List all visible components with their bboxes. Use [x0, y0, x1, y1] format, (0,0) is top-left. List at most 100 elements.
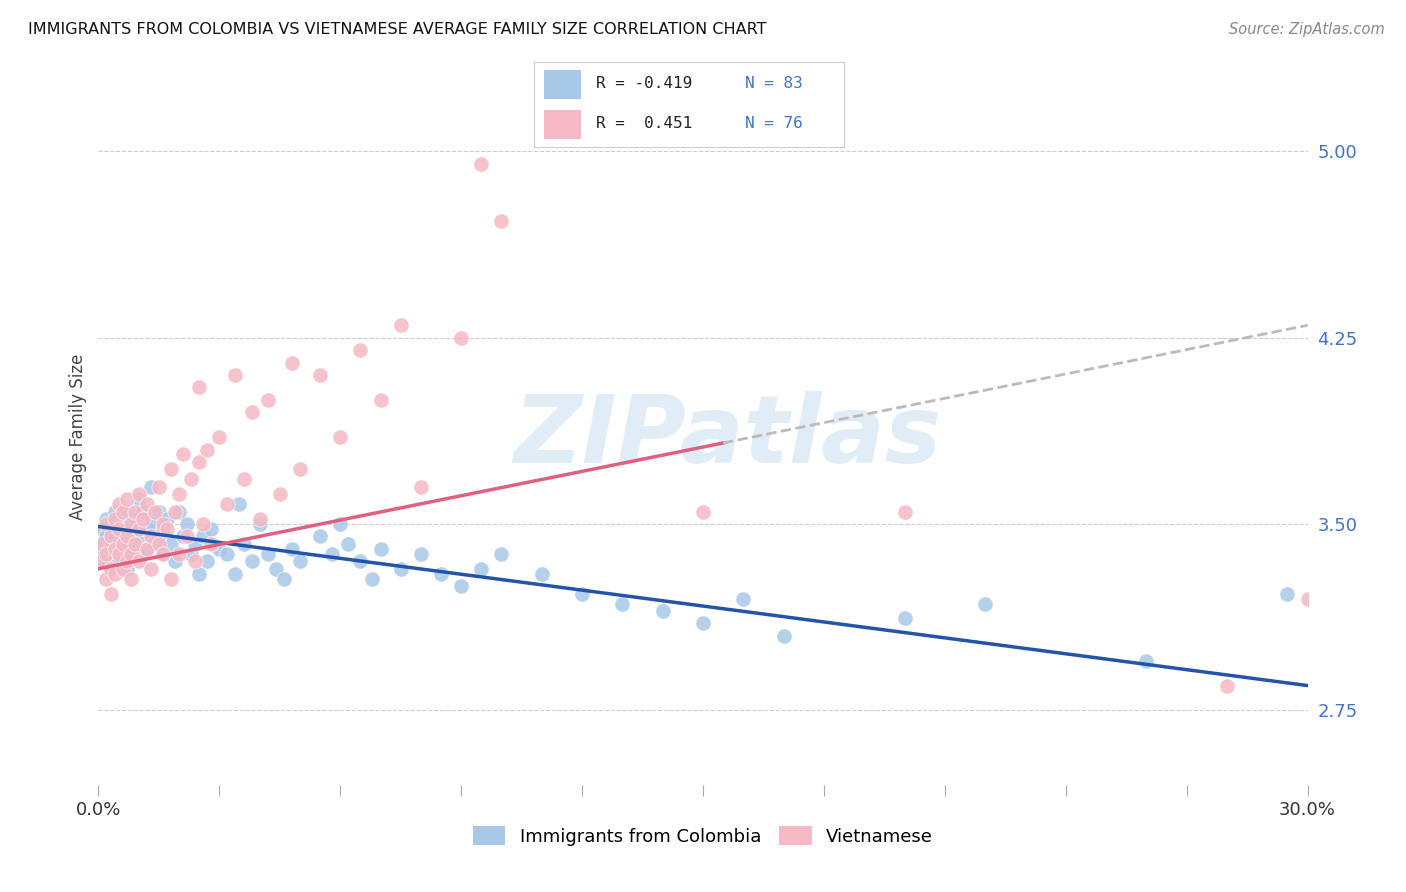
- Point: [139, 562, 162, 576]
- Point: [103, 547, 125, 561]
- Point: [361, 572, 384, 586]
- Point: [91, 522, 114, 536]
- Point: [200, 537, 222, 551]
- Point: [309, 368, 332, 382]
- Point: [96, 512, 118, 526]
- Point: [167, 547, 190, 561]
- Point: [139, 480, 162, 494]
- Point: [111, 512, 134, 526]
- Point: [409, 480, 432, 494]
- Point: [128, 522, 150, 536]
- Point: [156, 522, 179, 536]
- Text: Source: ZipAtlas.com: Source: ZipAtlas.com: [1229, 22, 1385, 37]
- Point: [893, 611, 915, 625]
- Point: [224, 368, 246, 382]
- Point: [111, 529, 134, 543]
- Point: [160, 572, 183, 586]
- Point: [103, 512, 125, 526]
- Point: [96, 554, 118, 568]
- Point: [100, 529, 122, 543]
- Point: [128, 554, 150, 568]
- Text: IMMIGRANTS FROM COLOMBIA VS VIETNAMESE AVERAGE FAMILY SIZE CORRELATION CHART: IMMIGRANTS FROM COLOMBIA VS VIETNAMESE A…: [28, 22, 766, 37]
- Point: [172, 529, 194, 543]
- Point: [217, 547, 239, 561]
- Point: [115, 529, 138, 543]
- Point: [772, 629, 794, 643]
- Point: [188, 455, 211, 469]
- Point: [115, 505, 138, 519]
- Point: [152, 547, 174, 561]
- Point: [160, 462, 183, 476]
- Point: [156, 512, 179, 526]
- Point: [120, 547, 142, 561]
- Point: [148, 537, 170, 551]
- Text: R = -0.419: R = -0.419: [596, 76, 692, 91]
- Point: [571, 587, 593, 601]
- Point: [329, 517, 352, 532]
- Point: [135, 541, 157, 556]
- Point: [132, 505, 155, 519]
- Point: [120, 572, 142, 586]
- Point: [172, 448, 194, 462]
- Text: N = 83: N = 83: [745, 76, 803, 91]
- Point: [217, 497, 239, 511]
- Point: [163, 554, 186, 568]
- Point: [107, 547, 129, 561]
- Point: [232, 472, 254, 486]
- Text: N = 76: N = 76: [745, 116, 803, 131]
- Point: [208, 541, 231, 556]
- Point: [1216, 679, 1239, 693]
- Point: [188, 566, 211, 581]
- Point: [96, 572, 118, 586]
- Point: [100, 517, 122, 532]
- Point: [470, 157, 492, 171]
- Point: [188, 380, 211, 394]
- Point: [148, 505, 170, 519]
- Point: [111, 537, 134, 551]
- Point: [370, 392, 392, 407]
- Point: [103, 529, 125, 543]
- Point: [143, 537, 166, 551]
- Point: [1135, 654, 1157, 668]
- Point: [184, 537, 207, 551]
- Point: [974, 597, 997, 611]
- Point: [389, 318, 412, 333]
- Point: [1277, 587, 1299, 601]
- Point: [107, 537, 129, 551]
- Point: [100, 587, 122, 601]
- Point: [612, 597, 634, 611]
- Point: [281, 541, 304, 556]
- Point: [349, 343, 371, 358]
- Point: [120, 522, 142, 536]
- Point: [281, 355, 304, 369]
- Point: [160, 537, 183, 551]
- Point: [450, 579, 472, 593]
- Point: [96, 529, 118, 543]
- Point: [124, 505, 146, 519]
- Bar: [544, 70, 581, 99]
- Point: [96, 517, 118, 532]
- Point: [200, 522, 222, 536]
- Point: [692, 505, 714, 519]
- Point: [91, 554, 114, 568]
- Y-axis label: Average Family Size: Average Family Size: [69, 354, 87, 520]
- Point: [337, 537, 360, 551]
- Point: [132, 512, 155, 526]
- Point: [128, 487, 150, 501]
- Point: [264, 562, 287, 576]
- Point: [329, 430, 352, 444]
- Point: [224, 566, 246, 581]
- Point: [128, 529, 150, 543]
- Point: [249, 512, 271, 526]
- Point: [111, 562, 134, 576]
- Point: [195, 442, 218, 457]
- Point: [107, 522, 129, 536]
- Point: [103, 541, 125, 556]
- Point: [100, 541, 122, 556]
- Point: [692, 616, 714, 631]
- Point: [232, 537, 254, 551]
- Point: [370, 541, 392, 556]
- Point: [139, 517, 162, 532]
- Point: [256, 547, 278, 561]
- Point: [111, 505, 134, 519]
